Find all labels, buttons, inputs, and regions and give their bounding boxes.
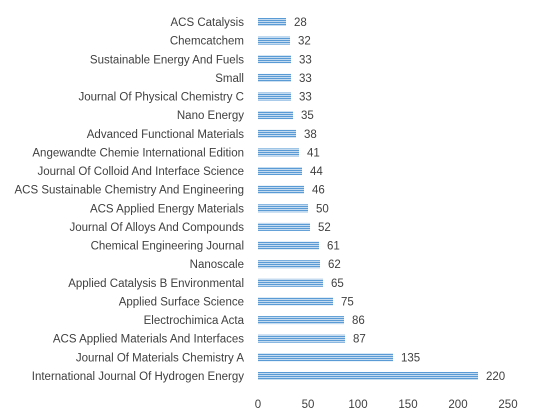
bar: [258, 334, 345, 343]
value-label: 33: [299, 73, 312, 85]
bar: [258, 36, 290, 45]
value-label: 52: [318, 222, 331, 234]
bar: [258, 278, 323, 287]
category-label: Nanoscale: [190, 259, 244, 271]
category-labels-group: ACS Catalysis Chemcatchem Sustainable Ener…: [15, 17, 245, 383]
value-label: 65: [331, 278, 344, 290]
bar: [258, 167, 302, 176]
bar: [258, 371, 478, 380]
category-label: Electrochimica Acta: [144, 315, 245, 327]
value-label: 46: [312, 185, 325, 197]
category-label: Nano Energy: [177, 110, 244, 122]
value-label: 86: [352, 315, 365, 327]
category-label: Journal Of Materials Chemistry A: [76, 352, 244, 364]
bar: [258, 204, 308, 213]
category-label: Journal Of Colloid And Interface Science: [38, 166, 244, 178]
value-label: 33: [299, 54, 312, 66]
value-label: 87: [353, 334, 366, 346]
category-label: ACS Sustainable Chemistry And Engineerin…: [15, 185, 245, 197]
value-label: 75: [341, 296, 354, 308]
value-label: 50: [316, 203, 329, 215]
x-tick-label: 150: [398, 399, 417, 411]
category-label: Journal Of Physical Chemistry C: [78, 92, 244, 104]
bar: [258, 185, 304, 194]
bar: [258, 18, 286, 26]
category-label: Journal Of Alloys And Compounds: [69, 222, 244, 234]
bar: [258, 111, 293, 120]
x-axis-ticks-group: 0 50 100 150 200 250: [255, 399, 518, 411]
category-label: Chemcatchem: [170, 36, 244, 48]
value-label: 33: [299, 92, 312, 104]
category-label: Chemical Engineering Journal: [91, 241, 244, 253]
bar: [258, 316, 344, 325]
bar: [258, 241, 319, 250]
bars-group: [258, 18, 478, 380]
category-label: ACS Catalysis: [171, 17, 245, 29]
value-label: 220: [486, 371, 505, 383]
value-label: 35: [301, 110, 314, 122]
value-labels-group: 28 32 33 33 33 35 38 41 44 46 50 52 61 62 65 75 86 87 135 2…: [294, 17, 505, 383]
value-label: 44: [310, 166, 323, 178]
bar: [258, 148, 299, 157]
x-tick-label: 250: [498, 399, 517, 411]
x-tick-label: 0: [255, 399, 261, 411]
value-label: 32: [298, 36, 311, 48]
category-label: Angewandte Chemie International Edition: [32, 147, 244, 159]
bar: [258, 353, 393, 362]
value-label: 41: [307, 147, 320, 159]
category-label: Small: [215, 73, 244, 85]
bar: [258, 73, 291, 82]
value-label: 135: [401, 352, 420, 364]
bar: [258, 260, 320, 269]
bar: [258, 92, 291, 101]
category-label: Sustainable Energy And Fuels: [90, 54, 244, 66]
bar: [258, 55, 291, 64]
x-tick-label: 50: [302, 399, 315, 411]
category-label: Applied Surface Science: [119, 296, 244, 308]
bar: [258, 297, 333, 306]
category-label: Advanced Functional Materials: [87, 129, 244, 141]
x-tick-label: 200: [448, 399, 467, 411]
bar: [258, 129, 296, 138]
value-label: 38: [304, 129, 317, 141]
value-label: 61: [327, 241, 340, 253]
bar: [258, 222, 310, 231]
category-label: ACS Applied Materials And Interfaces: [53, 334, 244, 346]
value-label: 62: [328, 259, 341, 271]
value-label: 28: [294, 17, 307, 29]
x-tick-label: 100: [348, 399, 367, 411]
category-label: Applied Catalysis B Environmental: [68, 278, 244, 290]
category-label: ACS Applied Energy Materials: [90, 203, 244, 215]
category-label: International Journal Of Hydrogen Energy: [32, 371, 244, 383]
